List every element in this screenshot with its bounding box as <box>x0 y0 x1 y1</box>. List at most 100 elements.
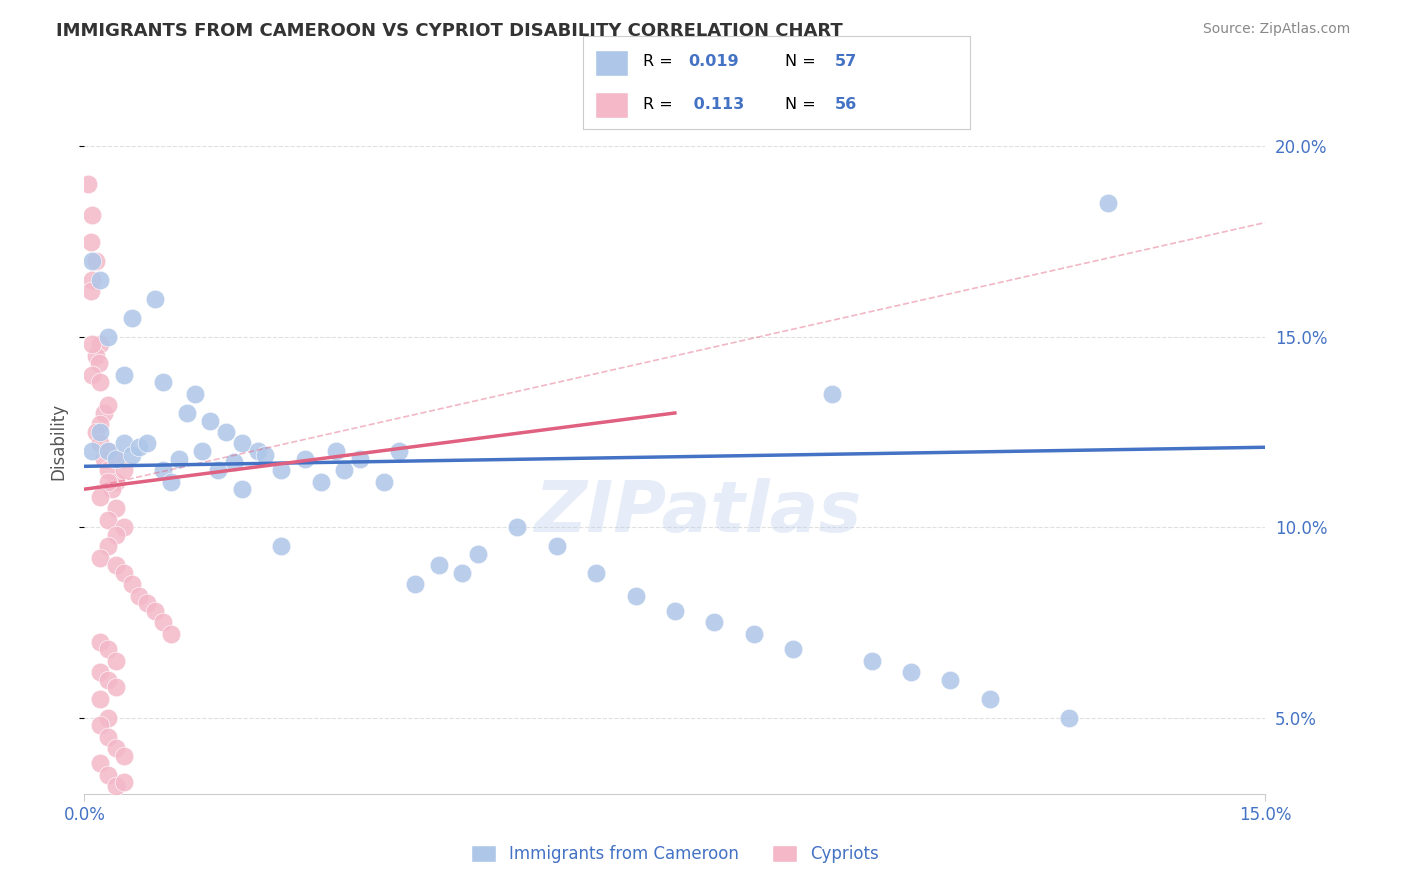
Point <box>325 444 347 458</box>
Point <box>222 455 245 469</box>
Point <box>121 448 143 462</box>
Point <box>97 673 120 687</box>
Text: R =: R = <box>644 96 678 112</box>
Point <box>104 680 127 694</box>
Text: N =: N = <box>785 54 821 70</box>
Bar <box>595 50 628 76</box>
Text: 57: 57 <box>835 54 858 70</box>
Point <box>112 520 135 534</box>
Point <box>270 539 292 553</box>
Y-axis label: Disability: Disability <box>49 403 67 480</box>
Point <box>97 539 120 553</box>
Point <box>703 615 725 630</box>
Point <box>97 330 120 344</box>
Point <box>860 654 883 668</box>
Point <box>128 440 150 454</box>
Point <box>97 444 120 458</box>
Point <box>167 451 190 466</box>
Legend: Immigrants from Cameroon, Cypriots: Immigrants from Cameroon, Cypriots <box>464 838 886 870</box>
Point <box>82 273 104 287</box>
Point <box>89 550 111 565</box>
Point <box>152 615 174 630</box>
Point <box>467 547 489 561</box>
Point <box>1097 196 1119 211</box>
Point <box>207 463 229 477</box>
Text: N =: N = <box>785 96 821 112</box>
Point <box>742 627 765 641</box>
Point <box>160 627 183 641</box>
Point <box>136 436 159 450</box>
Point <box>89 756 111 771</box>
Text: R =: R = <box>644 54 678 70</box>
Point <box>93 406 115 420</box>
Point <box>294 451 316 466</box>
Point <box>121 577 143 591</box>
Point <box>309 475 332 489</box>
Point <box>900 665 922 679</box>
Point <box>104 451 127 466</box>
Point <box>89 665 111 679</box>
Point <box>104 451 127 466</box>
Point <box>215 425 238 439</box>
Point <box>183 387 205 401</box>
Point <box>112 566 135 580</box>
Point <box>82 208 104 222</box>
Point <box>84 425 107 439</box>
Point <box>270 463 292 477</box>
Point <box>388 444 411 458</box>
Point <box>89 337 111 351</box>
Point <box>82 368 104 382</box>
Point <box>87 356 110 370</box>
Point <box>427 558 450 573</box>
Point <box>782 642 804 657</box>
Point <box>101 482 124 496</box>
Point <box>152 376 174 390</box>
Point <box>79 235 101 249</box>
Point <box>112 463 135 477</box>
Point <box>82 337 104 351</box>
Point <box>160 475 183 489</box>
Point <box>104 528 127 542</box>
Point <box>97 768 120 782</box>
Point <box>979 691 1001 706</box>
Text: Source: ZipAtlas.com: Source: ZipAtlas.com <box>1202 22 1350 37</box>
Point <box>152 463 174 477</box>
Point <box>136 596 159 610</box>
Point <box>200 414 222 428</box>
Point <box>112 748 135 763</box>
Point <box>89 417 111 432</box>
Point <box>104 501 127 516</box>
Point <box>97 475 120 489</box>
Text: ZIPatlas: ZIPatlas <box>534 477 862 547</box>
Point <box>254 448 277 462</box>
Point <box>82 444 104 458</box>
Point <box>349 451 371 466</box>
Point <box>143 604 166 618</box>
Point <box>821 387 844 401</box>
Point <box>89 718 111 732</box>
Point <box>97 513 120 527</box>
Point <box>121 310 143 325</box>
Text: IMMIGRANTS FROM CAMEROON VS CYPRIOT DISABILITY CORRELATION CHART: IMMIGRANTS FROM CAMEROON VS CYPRIOT DISA… <box>56 22 844 40</box>
Point <box>176 406 198 420</box>
Point <box>79 284 101 298</box>
Point <box>143 292 166 306</box>
Text: 0.019: 0.019 <box>688 54 738 70</box>
Point <box>77 178 100 192</box>
Point <box>97 463 120 477</box>
Point <box>128 589 150 603</box>
Point <box>104 654 127 668</box>
Point <box>89 425 111 439</box>
Point <box>104 475 127 489</box>
Point <box>191 444 214 458</box>
Point <box>89 490 111 504</box>
Point <box>97 730 120 744</box>
Point <box>231 482 253 496</box>
Point <box>93 451 115 466</box>
Point <box>451 566 474 580</box>
Text: 56: 56 <box>835 96 858 112</box>
Point <box>373 475 395 489</box>
Point <box>664 604 686 618</box>
Point <box>84 349 107 363</box>
Point <box>97 398 120 412</box>
